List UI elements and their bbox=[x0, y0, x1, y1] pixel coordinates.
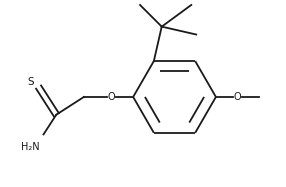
Text: O: O bbox=[108, 92, 115, 102]
Text: O: O bbox=[234, 92, 241, 102]
Text: S: S bbox=[27, 77, 34, 87]
Text: H₂N: H₂N bbox=[21, 142, 40, 152]
